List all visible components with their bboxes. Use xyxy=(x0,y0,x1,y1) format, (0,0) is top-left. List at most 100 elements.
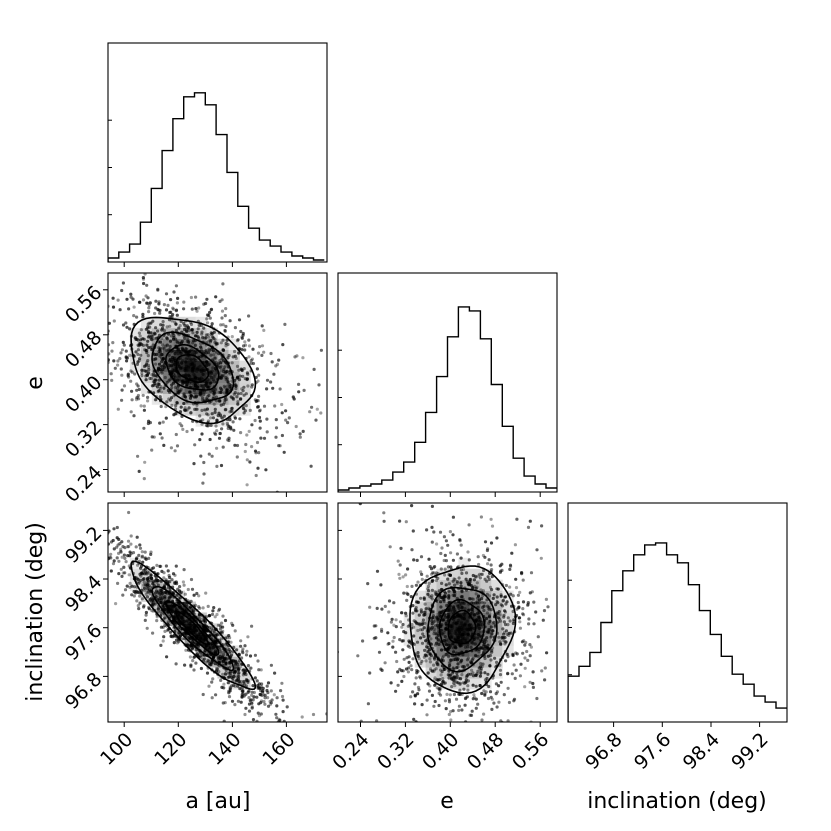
sample-point xyxy=(315,735,318,738)
sample-point xyxy=(402,488,405,491)
sample-point xyxy=(223,398,227,402)
sample-point xyxy=(459,660,463,664)
sample-point xyxy=(484,690,488,694)
sample-point xyxy=(171,572,176,576)
sample-point xyxy=(420,622,424,627)
sample-point xyxy=(159,404,163,409)
sample-point xyxy=(435,623,440,627)
sample-point xyxy=(288,729,291,732)
sample-point xyxy=(275,716,279,720)
sample-point xyxy=(391,645,395,649)
sample-point xyxy=(103,523,106,526)
sample-point xyxy=(142,605,146,609)
sample-point xyxy=(159,609,163,613)
sample-point xyxy=(134,545,138,549)
sample-point xyxy=(143,460,147,464)
sample-point xyxy=(387,599,392,603)
sample-point xyxy=(144,327,148,331)
sample-point xyxy=(160,360,164,364)
sample-point xyxy=(298,432,302,436)
sample-point xyxy=(176,352,180,356)
sample-point xyxy=(452,676,457,680)
sample-point xyxy=(124,560,128,564)
sample-point xyxy=(138,594,142,598)
sample-point xyxy=(265,688,269,693)
sample-point xyxy=(280,411,284,415)
sample-point xyxy=(236,338,240,342)
sample-point xyxy=(104,311,107,314)
sample-point xyxy=(278,718,282,722)
sample-point xyxy=(239,639,243,643)
sample-point xyxy=(297,382,301,386)
sample-point xyxy=(420,703,424,707)
sample-point xyxy=(168,398,172,402)
sample-point xyxy=(474,697,478,701)
sample-point xyxy=(199,666,203,671)
sample-point xyxy=(67,372,70,375)
sample-point xyxy=(239,391,243,396)
sample-point xyxy=(154,326,158,330)
sample-point xyxy=(109,556,113,560)
density-cell xyxy=(129,349,142,361)
sample-point xyxy=(430,594,434,598)
sample-point xyxy=(465,579,469,584)
sample-point xyxy=(201,336,205,340)
sample-point xyxy=(134,398,139,402)
sample-point xyxy=(464,571,469,575)
sample-point xyxy=(476,619,480,623)
sample-point xyxy=(487,577,491,582)
sample-point xyxy=(244,672,248,677)
sample-point xyxy=(211,628,215,632)
sample-point xyxy=(275,696,279,700)
sample-point xyxy=(210,696,214,700)
sample-point xyxy=(157,389,161,393)
sample-point xyxy=(427,594,431,598)
sample-point xyxy=(150,435,154,439)
sample-point xyxy=(150,598,155,602)
x-tick-label-inclination: 99.2 xyxy=(727,729,772,774)
sample-point xyxy=(233,391,237,395)
sample-point xyxy=(495,595,499,599)
sample-point xyxy=(94,321,97,324)
sample-point xyxy=(216,362,220,366)
sample-point xyxy=(476,574,480,578)
sample-point xyxy=(243,348,247,352)
sample-point xyxy=(459,584,463,588)
sample-point xyxy=(111,305,116,309)
sample-point xyxy=(220,309,225,313)
sample-point xyxy=(427,557,431,561)
density-cell xyxy=(206,338,218,350)
sample-point xyxy=(269,380,273,384)
sample-point xyxy=(147,605,151,610)
sample-point xyxy=(460,595,464,599)
sample-point xyxy=(324,743,327,746)
sample-point xyxy=(315,407,319,411)
sample-point xyxy=(434,632,438,636)
sample-point xyxy=(422,634,426,639)
sample-point xyxy=(188,390,192,394)
sample-point xyxy=(472,578,476,582)
sample-point xyxy=(143,556,148,560)
sample-point xyxy=(140,597,144,601)
sample-point xyxy=(225,421,229,425)
y-axis-label-inclination: inclination (deg) xyxy=(23,522,48,702)
sample-point xyxy=(447,676,451,680)
sample-point xyxy=(193,374,197,378)
sample-point xyxy=(223,672,228,676)
sample-point xyxy=(430,504,434,508)
sample-point xyxy=(484,616,489,621)
sample-point xyxy=(211,349,215,353)
sample-point xyxy=(122,384,127,388)
sample-point xyxy=(147,306,151,310)
sample-point xyxy=(250,423,254,427)
sample-point xyxy=(432,620,436,624)
sample-point xyxy=(257,686,261,690)
sample-point xyxy=(167,397,171,401)
density-cell xyxy=(195,360,207,372)
sample-point xyxy=(243,712,247,717)
sample-point xyxy=(184,648,188,652)
sample-point xyxy=(281,343,285,347)
sample-point xyxy=(501,598,505,603)
sample-point xyxy=(480,718,484,722)
sample-point xyxy=(248,460,252,464)
